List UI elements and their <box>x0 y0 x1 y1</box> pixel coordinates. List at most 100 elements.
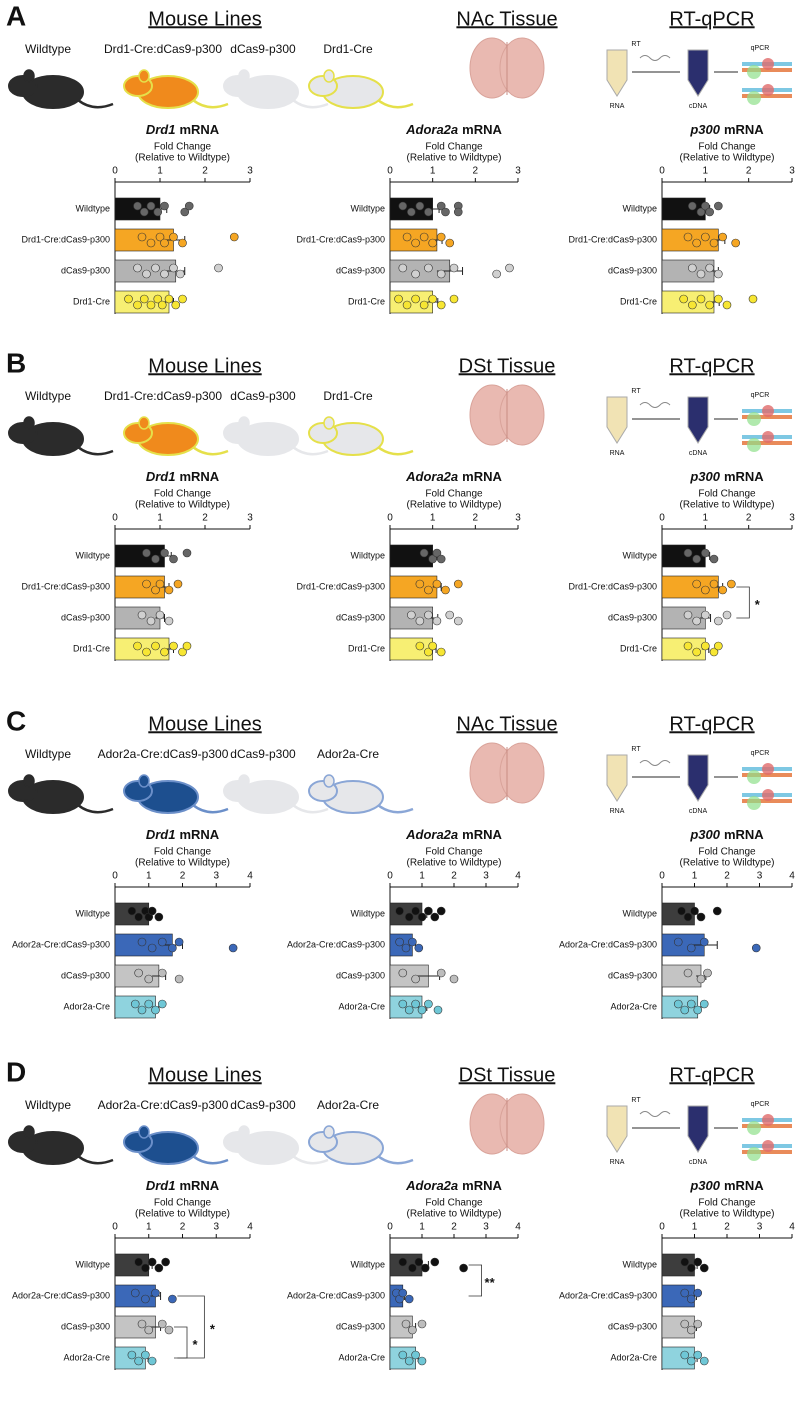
mouse-line-name: Wildtype <box>25 1098 71 1112</box>
mouse-tail <box>377 804 414 814</box>
rt-label: RNA <box>610 1159 625 1166</box>
data-point <box>157 300 167 310</box>
data-point <box>151 554 160 564</box>
x-axis-label: Fold Change <box>698 847 756 858</box>
data-point <box>164 585 174 595</box>
rna-tube <box>606 396 628 444</box>
chart-title: p300 mRNA <box>689 469 764 484</box>
data-point <box>686 1263 696 1273</box>
chart-title: Adora2a mRNA <box>405 1178 502 1193</box>
data-point <box>417 912 427 922</box>
x-tick-label: 1 <box>703 166 709 177</box>
x-tick-label: 1 <box>692 1222 698 1233</box>
category-label: Wildtype <box>622 1259 657 1269</box>
data-point <box>168 1294 177 1304</box>
category-label: Wildtype <box>75 203 110 213</box>
chart-title: Adora2a mRNA <box>405 827 502 842</box>
x-tick-label: 2 <box>473 513 479 524</box>
mouse-ear <box>238 69 250 83</box>
x-tick-label: 2 <box>202 166 208 177</box>
data-point <box>164 1325 174 1335</box>
data-point <box>151 263 160 273</box>
data-point <box>722 610 732 620</box>
data-point <box>142 579 151 589</box>
data-point <box>683 548 693 558</box>
data-point <box>228 943 238 953</box>
x-tick-label: 2 <box>180 1222 186 1233</box>
data-point <box>178 647 187 657</box>
data-point <box>144 1325 154 1335</box>
panel-heading: NAc Tissue <box>456 713 557 735</box>
mouse-line-name: Ador2a-Cre:dCas9-p300 <box>98 1098 229 1112</box>
data-point <box>142 647 151 657</box>
data-point <box>142 548 151 558</box>
rt-label: qPCR <box>751 1101 770 1108</box>
mouse-tail <box>77 99 114 109</box>
x-axis-label: (Relative to Wildtype) <box>135 500 230 511</box>
data-point <box>127 1350 137 1360</box>
data-point <box>147 1356 157 1366</box>
data-point <box>155 579 165 589</box>
data-point <box>151 585 160 595</box>
x-tick-label: 2 <box>746 513 752 524</box>
data-point <box>133 300 142 310</box>
data-point <box>134 1356 143 1366</box>
data-point <box>178 238 187 248</box>
data-point <box>705 207 714 217</box>
mouse-ear <box>138 69 150 83</box>
data-point <box>436 201 446 211</box>
x-axis-label: Fold Change <box>425 847 483 858</box>
category-label: Wildtype <box>75 1259 110 1269</box>
mouse-ear <box>138 774 150 788</box>
x-tick-label: 1 <box>419 1222 425 1233</box>
panel-letter: D <box>6 1056 26 1087</box>
rna-tube <box>606 1105 628 1153</box>
data-point <box>147 1257 157 1267</box>
data-point <box>683 641 693 651</box>
x-tick-label: 0 <box>659 871 665 882</box>
panel-heading: RT-qPCR <box>669 8 754 30</box>
data-point <box>124 294 133 304</box>
data-point <box>688 201 697 211</box>
data-point <box>160 238 169 248</box>
brain-right <box>499 37 545 99</box>
title-gene: p300 <box>689 827 720 842</box>
category-label: Ador2a-Cre <box>63 1001 110 1011</box>
data-point <box>147 906 157 916</box>
data-point <box>134 968 143 978</box>
data-point <box>214 263 223 273</box>
panel-heading: Mouse Lines <box>148 355 261 377</box>
chart-title: Adora2a mRNA <box>405 469 502 484</box>
title-text: mRNA <box>724 1178 764 1193</box>
data-point <box>144 999 154 1009</box>
x-tick-label: 3 <box>483 871 489 882</box>
x-axis-label: (Relative to Wildtype) <box>406 858 501 869</box>
mouse-tail <box>77 804 114 814</box>
probe <box>762 763 774 775</box>
category-label: Wildtype <box>75 908 110 918</box>
mouse-tail <box>292 804 329 814</box>
mouse-illustration <box>308 1125 414 1165</box>
panel-heading: DSt Tissue <box>459 355 556 377</box>
data-point <box>137 1005 147 1015</box>
x-axis-label: Fold Change <box>154 847 212 858</box>
x-tick-label: 2 <box>473 166 479 177</box>
data-point <box>404 912 414 922</box>
x-tick-label: 0 <box>387 871 393 882</box>
panel-heading: NAc Tissue <box>456 8 557 30</box>
category-label: Wildtype <box>622 908 657 918</box>
data-point <box>693 1288 703 1298</box>
x-tick-label: 0 <box>659 166 665 177</box>
data-point <box>436 554 446 564</box>
cdna-tube <box>687 49 709 97</box>
rt-label: cDNA <box>689 103 708 110</box>
data-point <box>453 616 463 626</box>
fluor <box>747 438 761 452</box>
data-point <box>709 579 719 589</box>
data-point <box>424 207 433 217</box>
category-label: Drd1-Cre:dCas9-p300 <box>568 581 657 591</box>
title-text: mRNA <box>724 122 764 137</box>
data-point <box>153 207 163 217</box>
x-tick-label: 3 <box>515 166 521 177</box>
brain-right <box>499 742 545 804</box>
